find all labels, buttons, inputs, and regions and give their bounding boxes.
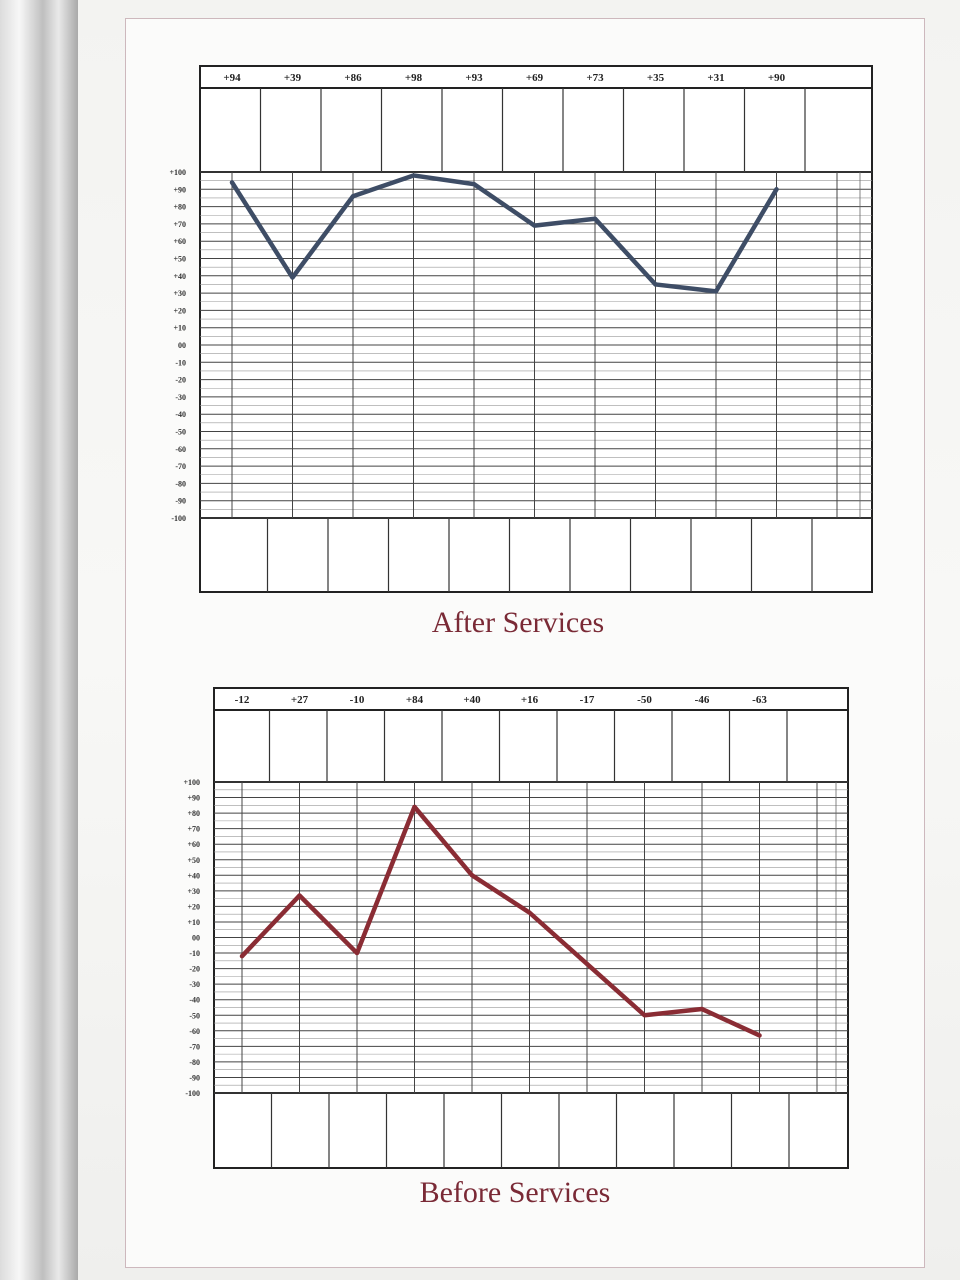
y-tick-label: -50 [189,1011,200,1020]
data-point [351,194,355,199]
y-tick-label: -50 [175,428,186,437]
data-point [470,873,474,878]
y-tick-label: +40 [173,272,186,281]
category-label: -50 [637,694,652,706]
chart-frame [213,687,849,1169]
category-label: -46 [695,694,710,706]
chart-frame [199,65,873,593]
y-tick-label: +60 [187,840,200,849]
y-tick-label: -40 [189,996,200,1005]
y-tick-label: -10 [189,949,200,958]
category-label: +73 [586,72,604,84]
y-tick-label: +90 [173,185,186,194]
data-point [642,1013,647,1018]
category-label: +90 [768,72,786,84]
category-label: +69 [526,72,544,84]
data-point [757,1033,762,1038]
y-tick-label: +40 [187,871,200,880]
y-tick-label: -80 [189,1058,200,1067]
data-point [411,173,416,178]
data-point [532,223,537,228]
y-tick-label: +100 [169,168,186,177]
y-tick-label: +50 [173,255,186,264]
y-tick-label: -60 [189,1027,200,1036]
before-services-caption: Before Services [419,1176,611,1209]
y-tick-label: +100 [183,778,200,787]
y-tick-label: -80 [175,479,186,488]
category-label: -10 [350,694,365,706]
y-tick-label: -90 [175,497,186,506]
y-tick-label: 00 [178,341,186,350]
data-point [700,1007,704,1012]
y-tick-label: 00 [192,934,200,943]
data-point [290,275,295,280]
category-label: -63 [752,694,767,706]
category-label: +27 [291,694,309,706]
y-tick-label: +80 [187,809,200,818]
category-label: -12 [235,694,250,706]
series-line [239,804,762,1038]
y-tick-label: +90 [187,794,200,803]
y-tick-label: +20 [173,306,186,315]
data-point [355,951,359,956]
y-tick-label: +30 [173,289,186,298]
y-tick-label: -70 [175,462,186,471]
data-point [472,182,476,187]
y-tick-label: +80 [173,203,186,212]
y-tick-label: +30 [187,887,200,896]
data-point [297,893,302,898]
category-label: -17 [580,694,595,706]
y-tick-label: +10 [173,324,186,333]
category-label: +94 [223,72,241,84]
picture-frame-left [0,0,78,1280]
data-point [412,804,417,809]
y-tick-label: +50 [187,856,200,865]
y-tick-label: -20 [189,965,200,974]
y-tick-label: +20 [187,902,200,911]
category-label: +39 [284,72,302,84]
y-tick-label: -30 [189,980,200,989]
y-tick-label: +60 [173,237,186,246]
category-label: +84 [406,694,424,706]
y-tick-label: +70 [173,220,186,229]
data-point [653,282,658,287]
series-line [229,173,779,294]
after-services-caption: After Services [431,606,605,639]
y-tick-label: +10 [187,918,200,927]
category-label: +93 [465,72,483,84]
category-label: +86 [344,72,362,84]
data-point [774,187,779,192]
y-tick-label: +70 [187,825,200,834]
y-tick-label: -70 [189,1042,200,1051]
category-label: +16 [521,694,539,706]
category-label: +35 [647,72,665,84]
y-tick-label: -40 [175,410,186,419]
data-point [527,910,532,915]
category-label: +40 [463,694,481,706]
y-tick-label: -20 [175,376,186,385]
y-tick-label: -100 [185,1089,200,1098]
category-label: +31 [707,72,724,84]
data-point [593,216,597,221]
data-point [230,180,234,185]
y-tick-label: -90 [189,1073,200,1082]
data-point [240,954,244,959]
data-point [714,289,718,294]
y-tick-label: -100 [171,514,186,523]
y-tick-label: -10 [175,358,186,367]
y-tick-label: -30 [175,393,186,402]
data-point [585,961,589,966]
category-label: +98 [405,72,423,84]
y-tick-label: -60 [175,445,186,454]
